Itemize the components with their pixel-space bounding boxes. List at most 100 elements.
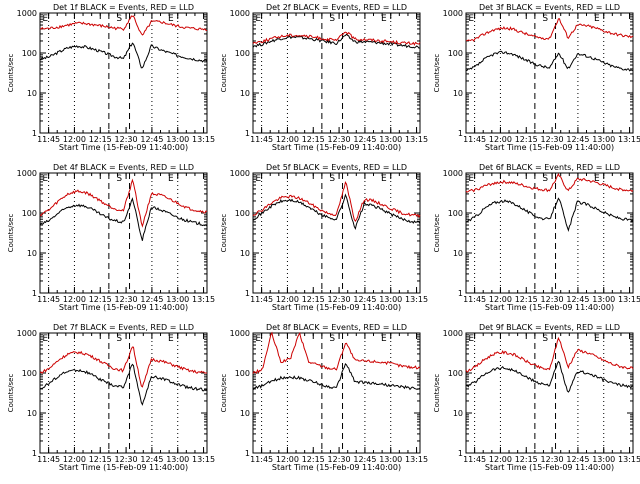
event-marker-label: S: [329, 14, 335, 24]
series-line: [252, 180, 421, 223]
event-marker-label: E: [381, 334, 387, 344]
x-tick-label: 12:45: [140, 135, 163, 144]
panel-det-5: Det 5f BLACK = Events, RED = LLD 1 10 100 10…: [220, 163, 428, 312]
x-axis-label: Start Time (15-Feb-09 11:40:00): [59, 463, 188, 472]
x-tick-label: 13:00: [379, 135, 402, 144]
x-tick-label: 12:00: [489, 455, 512, 464]
event-marker-label: E: [168, 334, 174, 344]
y-tick-label: 10: [453, 409, 463, 418]
event-marker-label: E: [381, 174, 387, 184]
panel-title: Det 3f BLACK = Events, RED = LLD: [479, 3, 620, 12]
plot-frame: [465, 172, 634, 294]
y-tick-label: 100: [235, 209, 250, 218]
x-tick-label: 12:15: [89, 295, 112, 304]
event-marker-label: E: [168, 174, 174, 184]
y-axis-label: Counts/sec: [220, 214, 228, 253]
plot-frame: [39, 12, 208, 134]
event-marker-label: E: [594, 334, 600, 344]
y-tick-label: 1000: [443, 169, 463, 178]
y-tick-label: 1000: [17, 329, 37, 338]
x-tick-label: 12:30: [115, 295, 138, 304]
x-tick-label: 13:00: [592, 135, 615, 144]
event-marker-label: E: [255, 334, 261, 344]
y-tick-label: 100: [22, 369, 37, 378]
x-tick-label: 11:45: [463, 295, 486, 304]
y-tick-label: 1: [458, 289, 463, 298]
x-tick-label: 13:00: [592, 295, 615, 304]
y-tick-label: 1: [245, 289, 250, 298]
x-tick-label: 12:00: [489, 135, 512, 144]
event-marker-label: E: [42, 174, 48, 184]
event-marker-label: S: [329, 174, 335, 184]
y-tick-label: 10: [27, 89, 37, 98]
x-tick-label: 13:15: [618, 455, 640, 464]
event-marker-label: E: [468, 174, 474, 184]
event-marker-label: E: [468, 14, 474, 24]
x-axis-label: Start Time (15-Feb-09 11:40:00): [59, 303, 188, 312]
x-tick-label: 11:45: [37, 455, 60, 464]
series-line: [252, 33, 421, 49]
y-tick-label: 1000: [443, 329, 463, 338]
plot-frame: [252, 332, 421, 454]
x-tick-label: 13:00: [166, 295, 189, 304]
x-tick-label: 12:30: [541, 135, 564, 144]
x-tick-label: 12:30: [541, 455, 564, 464]
series-line: [39, 346, 208, 388]
plot-frame: [39, 332, 208, 454]
x-tick-label: 13:15: [192, 295, 215, 304]
panel-det-8: Det 8f BLACK = Events, RED = LLD 1 10 100 10…: [220, 323, 428, 472]
series-line: [252, 31, 421, 46]
y-tick-label: 1000: [230, 169, 250, 178]
x-axis-label: Start Time (15-Feb-09 11:40:00): [272, 143, 401, 152]
x-tick-label: 12:00: [63, 135, 86, 144]
x-tick-label: 13:15: [192, 455, 215, 464]
y-tick-label: 1000: [17, 9, 37, 18]
event-marker-label: E: [594, 14, 600, 24]
x-tick-label: 13:00: [166, 135, 189, 144]
x-tick-label: 13:00: [166, 455, 189, 464]
x-tick-label: 13:00: [592, 455, 615, 464]
y-tick-label: 100: [235, 369, 250, 378]
y-tick-label: 1: [245, 449, 250, 458]
y-tick-label: 1: [32, 289, 37, 298]
plot-frame: [465, 12, 634, 134]
event-marker-label: E: [168, 14, 174, 24]
x-tick-label: 12:45: [353, 455, 376, 464]
y-tick-label: 1000: [230, 329, 250, 338]
y-tick-label: 10: [240, 409, 250, 418]
y-tick-label: 10: [27, 409, 37, 418]
panel-det-3: Det 3f BLACK = Events, RED = LLD 1 10 100 10…: [433, 3, 640, 152]
x-tick-label: 11:45: [37, 135, 60, 144]
event-marker-label: S: [116, 334, 122, 344]
event-marker-label: S: [542, 334, 548, 344]
plot-frame: [252, 12, 421, 134]
panel-title: Det 6f BLACK = Events, RED = LLD: [479, 163, 620, 172]
x-tick-label: 13:15: [618, 295, 640, 304]
y-axis-label: Counts/sec: [433, 214, 441, 253]
panel-title: Det 1f BLACK = Events, RED = LLD: [53, 3, 194, 12]
y-tick-label: 100: [448, 49, 463, 58]
y-axis-label: Counts/sec: [220, 374, 228, 413]
panel-det-4: Det 4f BLACK = Events, RED = LLD 1 10 100 10…: [7, 163, 215, 312]
series-line: [465, 360, 634, 393]
x-axis-label: Start Time (15-Feb-09 11:40:00): [485, 463, 614, 472]
x-tick-label: 12:45: [140, 455, 163, 464]
x-tick-label: 12:00: [489, 295, 512, 304]
panel-det-2: Det 2f BLACK = Events, RED = LLD 1 10 100 10…: [220, 3, 428, 152]
x-tick-label: 12:15: [302, 135, 325, 144]
y-axis-label: Counts/sec: [433, 54, 441, 93]
y-tick-label: 1000: [443, 9, 463, 18]
series-line: [465, 18, 634, 42]
x-tick-label: 12:00: [276, 135, 299, 144]
y-tick-label: 1: [32, 129, 37, 138]
x-tick-label: 12:45: [566, 455, 589, 464]
x-tick-label: 11:45: [250, 135, 273, 144]
y-tick-label: 1: [458, 129, 463, 138]
event-marker-label: S: [116, 174, 122, 184]
x-tick-label: 12:45: [140, 295, 163, 304]
panel-title: Det 4f BLACK = Events, RED = LLD: [53, 163, 194, 172]
x-tick-label: 12:00: [63, 295, 86, 304]
panel-det-1: Det 1f BLACK = Events, RED = LLD 1 10 100 10…: [7, 3, 215, 152]
panel-title: Det 8f BLACK = Events, RED = LLD: [266, 323, 407, 332]
